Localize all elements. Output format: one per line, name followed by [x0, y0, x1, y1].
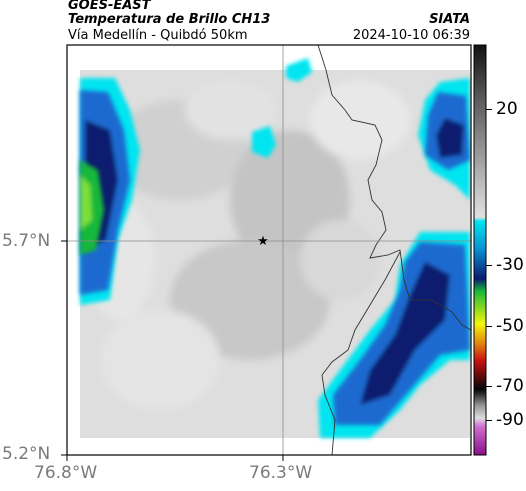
colorbar-tick — [486, 265, 492, 266]
colorbar-tick — [486, 326, 492, 327]
lat-label: 5.7°N — [2, 231, 51, 251]
colorbar — [473, 44, 487, 456]
colorbar-tick — [486, 420, 492, 421]
imagery-layer — [67, 45, 471, 455]
route-subtitle: Vía Medellín - Quibdó 50km — [68, 28, 248, 43]
map-frame — [66, 44, 472, 456]
lon-label: 76.3°W — [249, 463, 313, 483]
timestamp-label: 2024-10-10 06:39 — [352, 28, 470, 43]
colorbar-tick — [486, 109, 492, 110]
lat-label: 5.2°N — [2, 444, 51, 464]
colorbar-tick-label: -70 — [496, 376, 524, 396]
colorbar-tick-label: -90 — [496, 410, 524, 430]
satellite-label: GOES-EAST — [68, 0, 151, 13]
colorbar-tick-label: 20 — [496, 99, 518, 119]
lon-label: 76.8°W — [34, 463, 98, 483]
location-star-icon: ★ — [257, 234, 269, 249]
colorbar-tick-label: -30 — [496, 255, 524, 275]
organization-label: SIATA — [429, 12, 470, 27]
colorbar-tick-label: -50 — [496, 316, 524, 336]
product-title: Temperatura de Brillo CH13 — [68, 12, 271, 27]
colorbar-tick — [486, 386, 492, 387]
